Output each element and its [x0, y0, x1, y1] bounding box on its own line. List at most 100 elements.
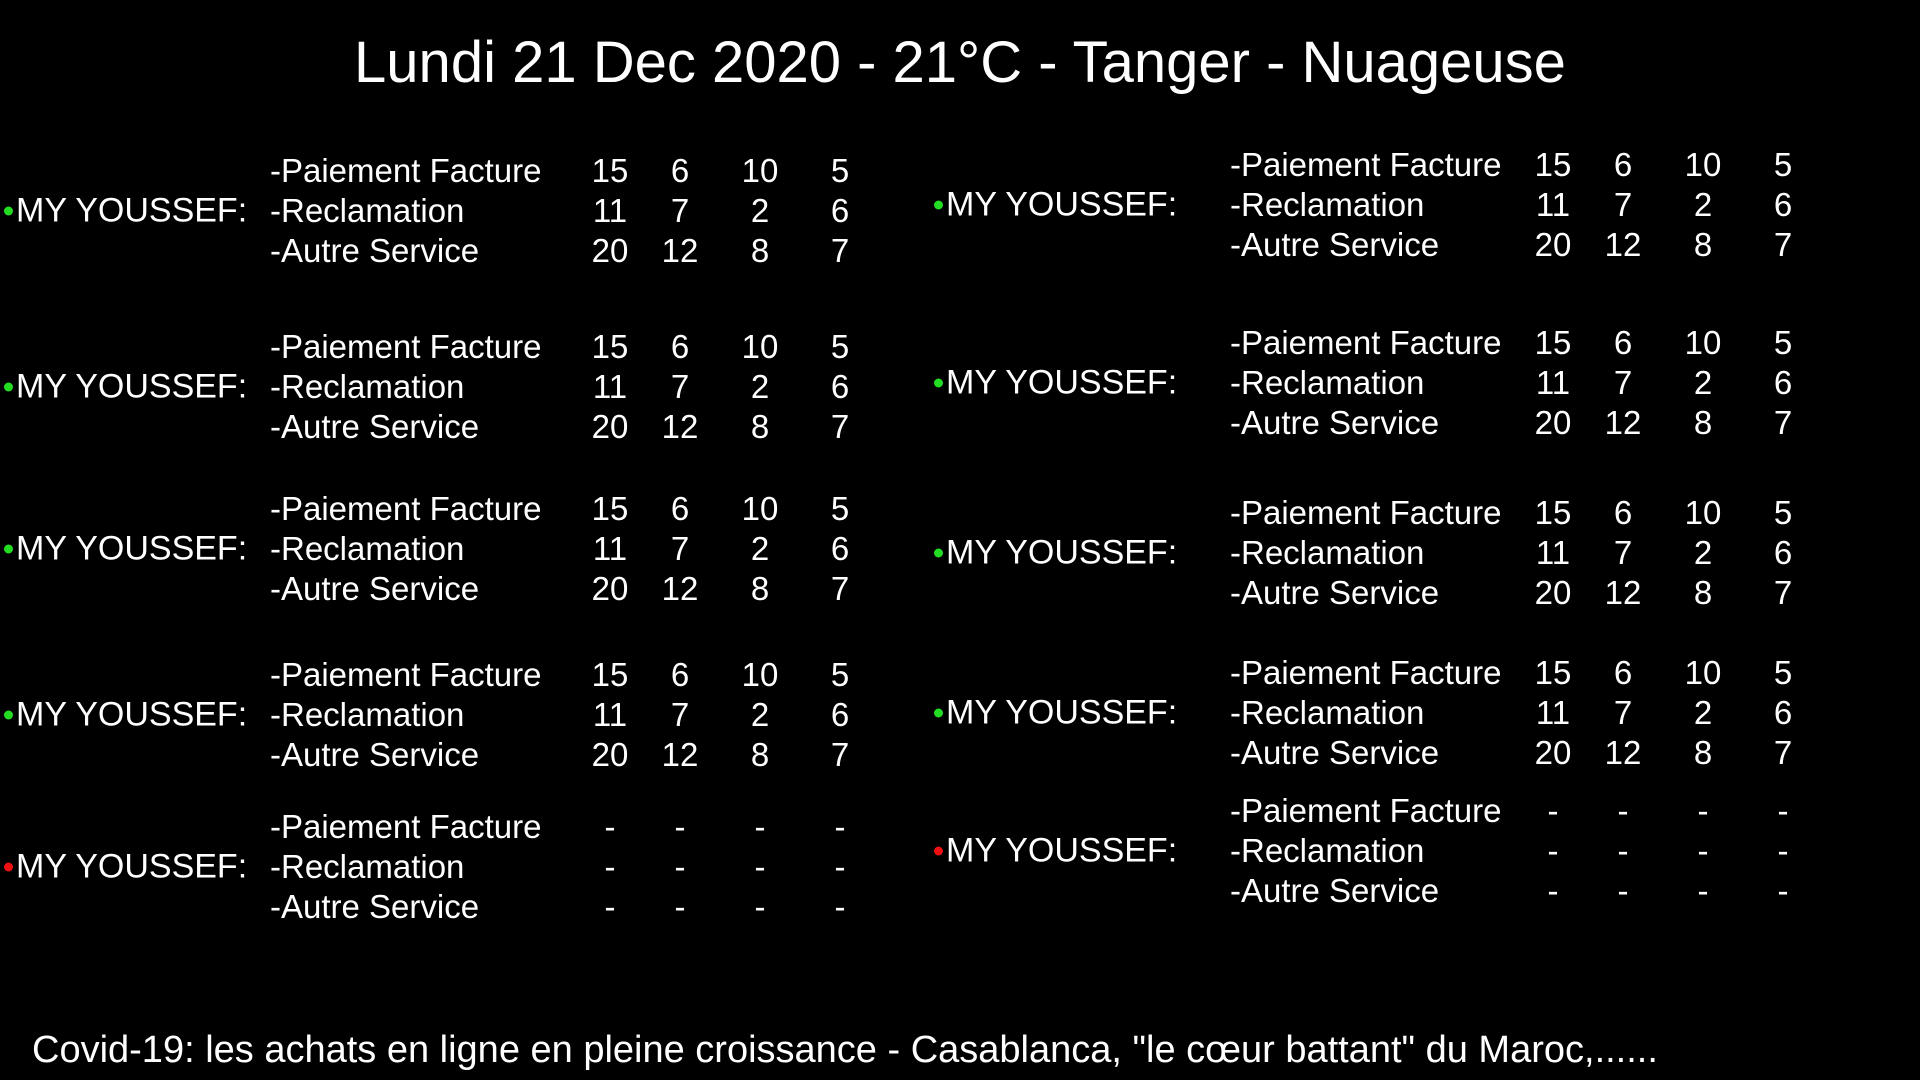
agent-block: MY YOUSSEF: -Paiement Facture - - - - -Reclama…	[0, 802, 920, 932]
service-count: 7	[830, 232, 850, 269]
service-count: 5	[1773, 654, 1793, 691]
service-count: 5	[1773, 324, 1793, 361]
service-count: 6	[1613, 654, 1633, 691]
status-dot-icon	[4, 544, 13, 554]
service-name: -Reclamation	[270, 368, 465, 405]
service-name: -Reclamation	[270, 696, 465, 733]
service-count: 6	[670, 328, 690, 365]
service-name: -Reclamation	[270, 192, 465, 229]
service-count: 6	[1613, 324, 1633, 361]
agent-label: MY YOUSSEF:	[4, 530, 247, 569]
status-dot-icon	[4, 382, 13, 392]
service-count: 7	[1613, 694, 1633, 731]
service-count: 12	[1604, 574, 1642, 611]
service-row: -Reclamation 11 7 2 6	[270, 529, 870, 569]
service-count: -	[1697, 872, 1709, 909]
service-count: 5	[830, 490, 850, 527]
agent-block: MY YOUSSEF: -Paiement Facture 15 6 10 5 -Recla…	[0, 650, 920, 780]
service-count: 12	[661, 570, 699, 607]
agent-block: MY YOUSSEF: -Paiement Facture 15 6 10 5 -Recla…	[930, 318, 1920, 448]
service-row: -Autre Service 20 12 8 7	[1230, 573, 1813, 613]
service-count: 7	[1613, 534, 1633, 571]
service-count: 8	[1693, 574, 1713, 611]
agent-block: MY YOUSSEF: -Paiement Facture 15 6 10 5 -Recla…	[930, 648, 1920, 778]
service-name: -Autre Service	[270, 408, 480, 445]
service-row: -Paiement Facture 15 6 10 5	[1230, 493, 1813, 533]
service-count: -	[1617, 832, 1629, 869]
service-count: 15	[591, 152, 629, 189]
service-name: -Reclamation	[1230, 832, 1425, 869]
service-row: -Paiement Facture 15 6 10 5	[1230, 653, 1813, 693]
service-count: 6	[1773, 364, 1793, 401]
agent-name: MY YOUSSEF:	[16, 695, 248, 734]
service-row: -Reclamation - - - -	[270, 847, 870, 887]
service-count: 10	[741, 656, 779, 693]
service-count: 8	[750, 570, 770, 607]
service-name: -Autre Service	[270, 232, 480, 269]
service-count: 11	[1535, 364, 1571, 401]
service-row: -Autre Service 20 12 8 7	[270, 407, 870, 447]
service-count: 2	[1693, 694, 1713, 731]
service-count: 7	[670, 192, 690, 229]
service-name: -Autre Service	[1230, 872, 1440, 909]
service-count: -	[834, 808, 846, 845]
service-count: 20	[591, 570, 629, 607]
service-name: -Autre Service	[270, 570, 480, 607]
service-count: 20	[591, 232, 629, 269]
service-count: 10	[1684, 324, 1722, 361]
service-row: -Paiement Facture 15 6 10 5	[1230, 323, 1813, 363]
service-row: -Autre Service 20 12 8 7	[270, 231, 870, 271]
service-name: -Paiement Facture	[270, 808, 542, 845]
service-count: 7	[670, 696, 690, 733]
service-count: 11	[592, 696, 628, 733]
service-row: -Paiement Facture 15 6 10 5	[270, 489, 870, 529]
service-count: 11	[1535, 694, 1571, 731]
service-name: -Autre Service	[270, 888, 480, 925]
service-row: -Autre Service 20 12 8 7	[1230, 733, 1813, 773]
service-count: 6	[830, 192, 850, 229]
service-count: 7	[1773, 226, 1793, 263]
service-count: 7	[1773, 404, 1793, 441]
service-count: 7	[1773, 734, 1793, 771]
service-name: -Autre Service	[1230, 226, 1440, 263]
service-count: -	[1697, 792, 1709, 829]
service-row: -Paiement Facture 15 6 10 5	[1230, 145, 1813, 185]
service-count: 2	[1693, 186, 1713, 223]
service-count: 8	[1693, 226, 1713, 263]
service-row: -Paiement Facture 15 6 10 5	[270, 327, 870, 367]
agent-label: MY YOUSSEF:	[934, 534, 1177, 573]
service-name: -Paiement Facture	[270, 490, 542, 527]
agent-label: MY YOUSSEF:	[4, 192, 247, 231]
service-count: 15	[1534, 146, 1572, 183]
service-count: 20	[591, 736, 629, 773]
service-count: -	[604, 808, 616, 845]
service-count: 20	[1534, 226, 1572, 263]
service-count: 7	[670, 530, 690, 567]
service-count: -	[1617, 872, 1629, 909]
service-row: -Autre Service 20 12 8 7	[270, 735, 870, 775]
service-count: 11	[592, 192, 628, 229]
service-count: -	[1617, 792, 1629, 829]
service-name: -Paiement Facture	[270, 328, 542, 365]
service-name: -Autre Service	[1230, 574, 1440, 611]
service-count: 10	[1684, 494, 1722, 531]
status-dot-icon	[934, 378, 943, 388]
service-count: -	[1697, 832, 1709, 869]
service-count: -	[834, 848, 846, 885]
service-count: -	[754, 808, 766, 845]
service-count: 15	[1534, 494, 1572, 531]
service-count: 8	[1693, 734, 1713, 771]
status-dot-icon	[4, 710, 13, 720]
service-name: -Paiement Facture	[1230, 654, 1502, 691]
agent-block: MY YOUSSEF: -Paiement Facture 15 6 10 5 -Recla…	[930, 140, 1920, 270]
service-count: 15	[591, 328, 629, 365]
service-count: -	[754, 848, 766, 885]
service-row: -Autre Service 20 12 8 7	[270, 569, 870, 609]
agent-block: MY YOUSSEF: -Paiement Facture - - - - -Reclama…	[930, 786, 1920, 916]
agent-block: MY YOUSSEF: -Paiement Facture 15 6 10 5 -Recla…	[0, 484, 920, 614]
service-row: -Autre Service - - - -	[270, 887, 870, 927]
service-count: 12	[1604, 404, 1642, 441]
service-count: 6	[1613, 494, 1633, 531]
agent-label: MY YOUSSEF:	[934, 832, 1177, 871]
